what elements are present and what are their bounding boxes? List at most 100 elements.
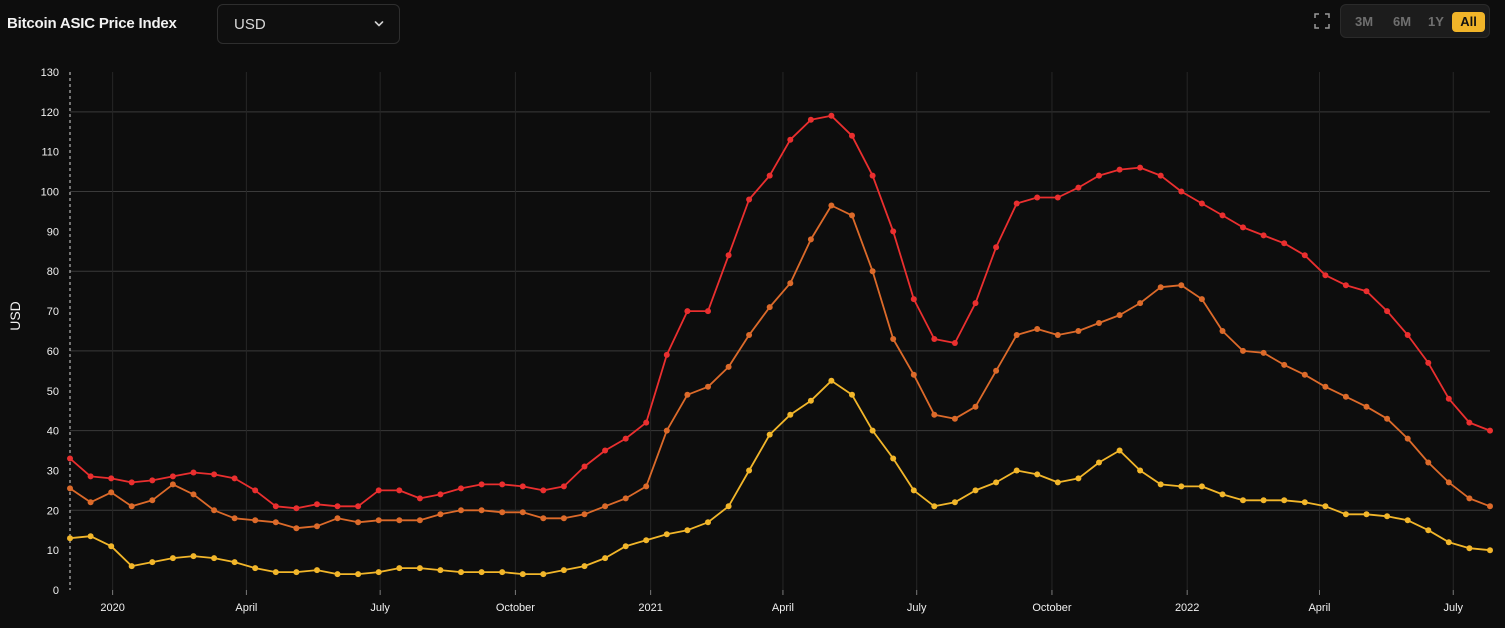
- data-point: [540, 515, 547, 522]
- data-point: [169, 473, 176, 480]
- data-point: [128, 503, 135, 510]
- data-point: [108, 475, 115, 482]
- data-point: [87, 473, 94, 480]
- data-point: [1322, 383, 1329, 390]
- data-point: [1157, 481, 1164, 488]
- data-point: [499, 481, 506, 488]
- data-point: [540, 487, 547, 494]
- data-point: [581, 511, 588, 518]
- y-tick-label: 0: [53, 585, 59, 597]
- data-point: [1425, 459, 1432, 466]
- data-point: [1466, 545, 1473, 552]
- data-point: [416, 495, 423, 502]
- data-point: [1322, 503, 1329, 510]
- data-point: [622, 435, 629, 442]
- y-tick-label: 100: [41, 187, 59, 199]
- range-1y-button[interactable]: 1Y: [1428, 14, 1444, 29]
- y-tick-label: 40: [47, 426, 59, 438]
- data-point: [807, 397, 814, 404]
- data-point: [478, 481, 485, 488]
- data-point: [663, 351, 670, 358]
- data-point: [355, 519, 362, 526]
- data-point: [643, 537, 650, 544]
- data-point: [766, 431, 773, 438]
- y-tick-label: 10: [47, 545, 59, 557]
- data-point: [211, 507, 218, 514]
- data-point: [1075, 328, 1082, 334]
- currency-select[interactable]: USD: [217, 4, 400, 44]
- data-point: [1116, 447, 1123, 454]
- data-point: [334, 503, 341, 510]
- data-point: [108, 489, 115, 496]
- data-point: [1404, 332, 1411, 338]
- data-point: [67, 455, 73, 462]
- chevron-down-icon: [374, 21, 384, 27]
- data-point: [1281, 361, 1288, 368]
- data-point: [849, 212, 855, 219]
- data-point: [396, 565, 403, 572]
- y-tick-label: 80: [47, 266, 59, 278]
- chart-grid: [69, 72, 1490, 590]
- data-point: [972, 487, 979, 494]
- data-point: [746, 467, 753, 474]
- data-point: [1301, 499, 1308, 506]
- data-point: [1219, 491, 1226, 498]
- data-point: [1034, 326, 1041, 332]
- data-point: [252, 487, 259, 494]
- data-point: [87, 499, 94, 506]
- data-point: [519, 571, 526, 578]
- data-point: [560, 567, 567, 574]
- data-point: [1260, 497, 1267, 504]
- range-6m-button[interactable]: 6M: [1392, 14, 1412, 29]
- data-point: [622, 543, 629, 550]
- data-point: [787, 280, 794, 287]
- data-point: [396, 517, 403, 524]
- data-point: [1198, 200, 1205, 207]
- data-point: [1363, 403, 1370, 410]
- data-point: [1240, 224, 1246, 231]
- range-3m-button[interactable]: 3M: [1354, 14, 1374, 29]
- data-point: [1384, 415, 1391, 422]
- x-tick-label: 2020: [100, 602, 124, 614]
- x-tick-label: April: [1308, 602, 1330, 614]
- data-point: [1013, 467, 1020, 474]
- data-point: [828, 202, 835, 209]
- data-point: [725, 363, 732, 370]
- data-point: [684, 391, 691, 398]
- data-point: [1157, 284, 1164, 291]
- data-point: [1198, 296, 1205, 303]
- y-tick-label: 70: [47, 306, 59, 318]
- data-point: [1075, 184, 1082, 191]
- data-point: [663, 531, 670, 538]
- data-point: [766, 304, 773, 311]
- data-point: [725, 252, 732, 259]
- data-point: [1384, 513, 1391, 520]
- range-all-button[interactable]: All: [1452, 12, 1485, 32]
- data-point: [1322, 272, 1329, 279]
- series-0: [67, 112, 1493, 512]
- data-point: [355, 503, 362, 510]
- data-point: [334, 571, 341, 578]
- data-point: [334, 515, 341, 522]
- data-point: [272, 503, 279, 510]
- data-point: [190, 469, 197, 476]
- data-point: [1116, 312, 1123, 319]
- data-point: [1384, 308, 1391, 315]
- data-point: [951, 340, 958, 346]
- series-2: [67, 377, 1493, 578]
- data-point: [231, 515, 238, 522]
- data-point: [375, 569, 382, 576]
- data-point: [416, 565, 423, 572]
- chart-header: Bitcoin ASIC Price Index USD 3M 6M 1Y Al…: [0, 0, 1505, 50]
- data-point: [149, 477, 156, 484]
- data-point: [458, 507, 464, 514]
- data-point: [1425, 527, 1432, 534]
- data-point: [1157, 172, 1164, 179]
- data-point: [437, 567, 444, 574]
- y-tick-label: 20: [47, 505, 59, 517]
- data-point: [231, 475, 238, 482]
- data-point: [375, 517, 382, 524]
- x-tick-label: April: [235, 602, 257, 614]
- fullscreen-icon[interactable]: [1314, 13, 1330, 29]
- data-point: [437, 491, 444, 498]
